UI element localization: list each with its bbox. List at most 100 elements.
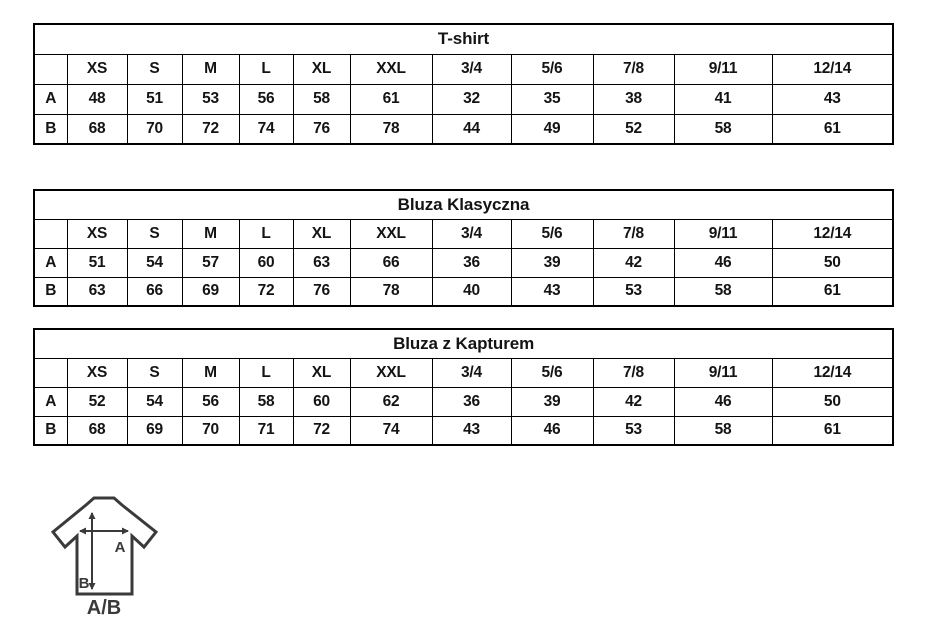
measurement-row: A 48 51 53 56 58 61 32 35 38 41 43: [33, 83, 894, 115]
size-value-cell: 42: [592, 386, 675, 417]
size-value-cell: 35: [510, 83, 594, 115]
size-value-cell: 43: [771, 83, 894, 115]
size-column-header: XL: [292, 218, 351, 249]
size-value-cell: 70: [181, 415, 240, 446]
bluza-z-kapturem-size-table-container: Bluza z Kapturem XS S M L XL XXL 3/4 5/6 7/8 9/11 1…: [33, 328, 895, 446]
table-title: T-shirt: [33, 23, 894, 55]
measurement-row-label: A: [33, 247, 68, 278]
diagram-label-ab: A/B: [87, 597, 121, 619]
size-value-cell: 63: [66, 276, 128, 307]
size-column-header: XL: [292, 53, 351, 85]
size-column-header: S: [126, 357, 183, 388]
size-column-header: 5/6: [510, 218, 594, 249]
measurement-row: A 51 54 57 60 63 66 36 39 42 46 50: [33, 247, 894, 278]
size-column-header: L: [238, 53, 294, 85]
size-column-header: 9/11: [673, 357, 773, 388]
size-value-cell: 63: [292, 247, 351, 278]
size-column-header: 3/4: [431, 53, 512, 85]
size-value-cell: 61: [771, 113, 894, 145]
bluza-klasyczna-size-table-container: Bluza Klasyczna XS S M L XL XXL 3/4 5/6 7/8 9/11 12…: [33, 189, 895, 307]
size-value-cell: 69: [126, 415, 183, 446]
size-value-cell: 58: [238, 386, 294, 417]
size-value-cell: 62: [349, 386, 433, 417]
size-column-header: 7/8: [592, 218, 675, 249]
size-value-cell: 72: [238, 276, 294, 307]
size-column-header: XXL: [349, 357, 433, 388]
size-column-header: 5/6: [510, 357, 594, 388]
corner-cell: [33, 357, 68, 388]
size-table-bluza-z-kapturem: Bluza z Kapturem XS S M L XL XXL 3/4 5/6 7/8 9/11 1…: [33, 328, 895, 446]
size-value-cell: 43: [510, 276, 594, 307]
size-value-cell: 46: [673, 247, 773, 278]
size-value-cell: 50: [771, 247, 894, 278]
size-column-header: L: [238, 218, 294, 249]
size-header-row: XS S M L XL XXL 3/4 5/6 7/8 9/11 12/14: [33, 218, 894, 249]
size-value-cell: 46: [673, 386, 773, 417]
size-value-cell: 78: [349, 113, 433, 145]
size-value-cell: 54: [126, 247, 183, 278]
size-value-cell: 54: [126, 386, 183, 417]
size-value-cell: 71: [238, 415, 294, 446]
size-value-cell: 32: [431, 83, 512, 115]
size-value-cell: 48: [66, 83, 128, 115]
size-header-row: XS S M L XL XXL 3/4 5/6 7/8 9/11 12/14: [33, 357, 894, 388]
size-value-cell: 44: [431, 113, 512, 145]
measurement-row-label: B: [33, 415, 68, 446]
size-column-header: M: [181, 218, 240, 249]
size-value-cell: 76: [292, 113, 351, 145]
size-value-cell: 57: [181, 247, 240, 278]
size-column-header: XXL: [349, 53, 433, 85]
size-value-cell: 74: [238, 113, 294, 145]
table-title-row: T-shirt: [33, 23, 894, 55]
size-value-cell: 53: [181, 83, 240, 115]
measurement-row: B 63 66 69 72 76 78 40 43 53 58 61: [33, 276, 894, 307]
tshirt-size-table-container: T-shirt XS S M L XL XXL 3/4 5/6 7/8 9/11 12/14 A 48 51…: [33, 23, 895, 145]
size-value-cell: 66: [126, 276, 183, 307]
size-value-cell: 36: [431, 247, 512, 278]
measurement-row: A 52 54 56 58 60 62 36 39 42 46 50: [33, 386, 894, 417]
size-column-header: XS: [66, 357, 128, 388]
size-value-cell: 56: [181, 386, 240, 417]
size-table-bluza-klasyczna: Bluza Klasyczna XS S M L XL XXL 3/4 5/6 7/8 9/11 12…: [33, 189, 895, 307]
size-column-header: S: [126, 218, 183, 249]
size-value-cell: 36: [431, 386, 512, 417]
size-value-cell: 69: [181, 276, 240, 307]
size-column-header: S: [126, 53, 183, 85]
size-value-cell: 41: [673, 83, 773, 115]
size-column-header: 9/11: [673, 53, 773, 85]
measurement-row-label: A: [33, 386, 68, 417]
table-title-row: Bluza z Kapturem: [33, 328, 894, 359]
measurement-row-label: B: [33, 276, 68, 307]
size-value-cell: 49: [510, 113, 594, 145]
size-column-header: M: [181, 53, 240, 85]
size-column-header: 3/4: [431, 357, 512, 388]
size-value-cell: 61: [349, 83, 433, 115]
size-column-header: XL: [292, 357, 351, 388]
size-value-cell: 68: [66, 113, 128, 145]
size-value-cell: 72: [181, 113, 240, 145]
tshirt-measurement-diagram: A B A/B: [42, 494, 166, 622]
table-title: Bluza z Kapturem: [33, 328, 894, 359]
corner-cell: [33, 218, 68, 249]
size-column-header: 12/14: [771, 53, 894, 85]
size-value-cell: 46: [510, 415, 594, 446]
measurement-row: B 68 70 72 74 76 78 44 49 52 58 61: [33, 113, 894, 145]
size-value-cell: 42: [592, 247, 675, 278]
measurement-row: B 68 69 70 71 72 74 43 46 53 58 61: [33, 415, 894, 446]
diagram-label-a: A: [115, 539, 126, 556]
size-value-cell: 51: [66, 247, 128, 278]
size-value-cell: 70: [126, 113, 183, 145]
tshirt-outline-icon: [50, 496, 159, 596]
size-value-cell: 76: [292, 276, 351, 307]
size-column-header: M: [181, 357, 240, 388]
size-column-header: 5/6: [510, 53, 594, 85]
size-table-t-shirt: T-shirt XS S M L XL XXL 3/4 5/6 7/8 9/11 12/14 A 48 51…: [33, 23, 894, 145]
size-value-cell: 72: [292, 415, 351, 446]
size-value-cell: 39: [510, 386, 594, 417]
size-column-header: L: [238, 357, 294, 388]
corner-cell: [33, 53, 68, 85]
size-value-cell: 39: [510, 247, 594, 278]
size-column-header: 12/14: [771, 357, 894, 388]
size-column-header: XXL: [349, 218, 433, 249]
